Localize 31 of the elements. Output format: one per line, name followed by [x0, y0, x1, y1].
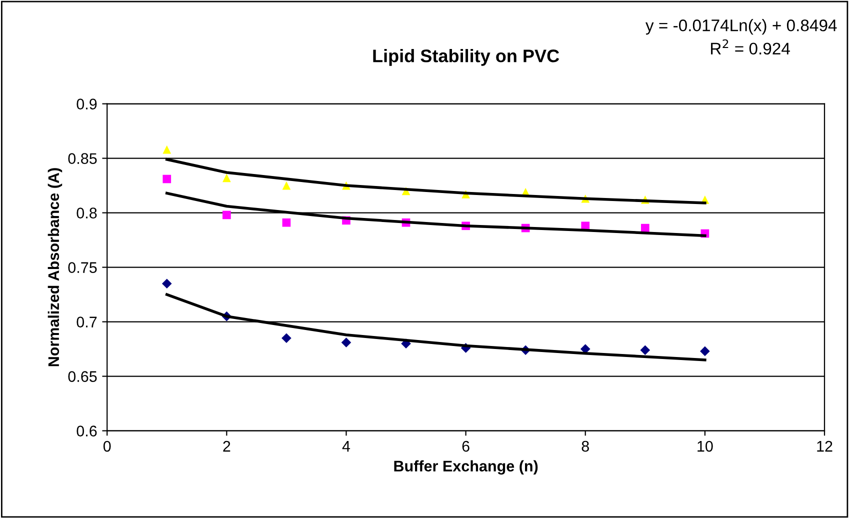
- point: [162, 174, 172, 184]
- point: [640, 345, 650, 356]
- point: [341, 338, 352, 348]
- y-tick-label: 0.65: [68, 371, 97, 382]
- point: [282, 218, 291, 227]
- chart-title: Lipid Stability on PVC: [373, 49, 560, 66]
- y-tick-label: 0.6: [76, 426, 97, 436]
- x-tick-label: 12: [817, 440, 832, 452]
- x-tick-label: 8: [582, 440, 589, 452]
- y-tick-label: 0.75: [68, 262, 97, 273]
- y-tick-label: 0.9: [76, 98, 97, 110]
- point: [640, 224, 650, 232]
- point: [700, 346, 710, 356]
- point: [162, 278, 172, 289]
- y-tick-label: 0.8: [76, 208, 97, 218]
- point: [282, 333, 292, 344]
- point: [222, 210, 231, 220]
- x-tick-label: 10: [698, 440, 713, 452]
- point: [282, 181, 291, 190]
- point: [162, 145, 172, 154]
- x-tick-label: 6: [462, 440, 470, 452]
- y-tick-label: 0.7: [76, 316, 97, 328]
- point: [222, 174, 231, 182]
- x-tick-label: 4: [342, 441, 350, 452]
- x-axis-title: Buffer Exchange (n): [394, 460, 538, 475]
- x-tick-label: 0: [103, 440, 111, 452]
- y-tick-label: 0.85: [68, 153, 97, 164]
- text: R$^{2}$ = 0.924: [711, 39, 790, 55]
- y-axis-title: Normalized Absorbance (A): [48, 168, 62, 366]
- x-tick-label: 2: [223, 440, 230, 452]
- text: y = -0.0174Ln(x) + 0.8494: [646, 19, 837, 35]
